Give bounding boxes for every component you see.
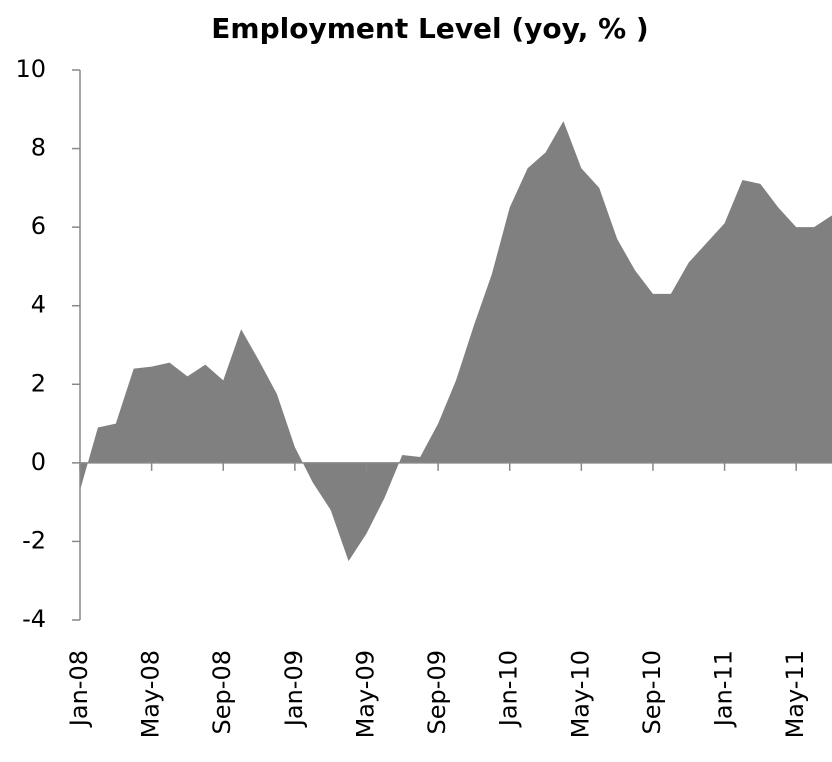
y-tick-label: 6 [31, 212, 46, 240]
x-tick-label: Sep-10 [638, 650, 666, 734]
y-tick-label: 10 [15, 55, 46, 83]
y-tick-label: 4 [31, 291, 46, 319]
x-tick-label: Jan-11 [710, 650, 738, 728]
x-tick-label: May-10 [566, 650, 594, 738]
x-tick-label: May-11 [781, 650, 809, 738]
y-tick-label: 8 [31, 134, 46, 162]
x-tick-label: May-09 [351, 650, 379, 738]
x-tick-label: Jan-08 [65, 650, 93, 728]
x-tick-label: May-08 [137, 650, 165, 738]
x-tick-label: Jan-10 [495, 650, 523, 728]
y-tick-label: 2 [31, 369, 46, 397]
chart-title: Employment Level (yoy, % ) [211, 12, 648, 45]
x-tick-label: Jan-09 [280, 650, 308, 728]
x-tick-label: Sep-09 [423, 650, 451, 734]
y-tick-label: -4 [22, 605, 46, 633]
x-tick-label: Sep-08 [208, 650, 236, 734]
y-tick-label: 0 [31, 448, 46, 476]
area [80, 121, 832, 562]
y-tick-label: -2 [22, 526, 46, 554]
